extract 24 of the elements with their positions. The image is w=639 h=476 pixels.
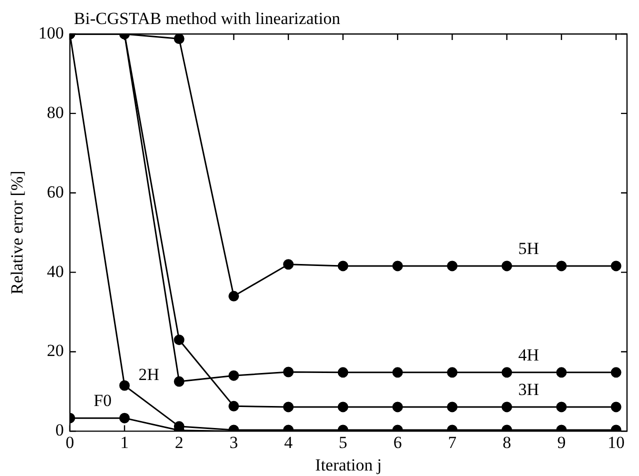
x-tick-label: 7 bbox=[448, 432, 457, 452]
y-tick-label: 80 bbox=[46, 102, 64, 122]
y-tick-label: 0 bbox=[55, 420, 64, 440]
series-label: 3H bbox=[518, 380, 540, 399]
x-tick-label: 8 bbox=[502, 432, 512, 452]
series-label: F0 bbox=[94, 391, 112, 410]
x-tick-label: 10 bbox=[608, 432, 625, 452]
y-axis-title: Relative error [%] bbox=[8, 170, 27, 294]
x-tick-label: 5 bbox=[338, 432, 348, 452]
x-tick-label: 6 bbox=[393, 432, 402, 452]
x-tick-label: 3 bbox=[230, 432, 238, 452]
x-tick-label: 9 bbox=[557, 432, 566, 452]
series-label: 5H bbox=[518, 238, 540, 258]
y-tick-label: 60 bbox=[46, 182, 64, 202]
y-tick-label: 100 bbox=[38, 23, 64, 42]
y-tick-label: 20 bbox=[46, 341, 64, 360]
x-tick-label: 4 bbox=[284, 432, 294, 452]
x-tick-label: 1 bbox=[120, 432, 129, 452]
series-label: 4H bbox=[518, 345, 540, 364]
y-tick-label: 40 bbox=[46, 262, 64, 281]
series-label: 2H bbox=[138, 364, 160, 384]
chart-title: Bi-CGSTAB method with linearization bbox=[74, 8, 341, 28]
x-tick-label: 2 bbox=[174, 432, 184, 452]
x-axis-title: Iteration j bbox=[315, 455, 382, 474]
